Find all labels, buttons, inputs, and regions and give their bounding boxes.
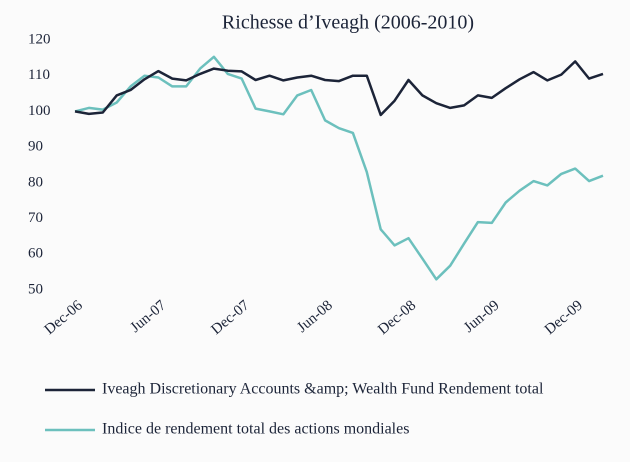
series-line — [74, 55, 604, 281]
x-tick-label: Jun-07 — [128, 297, 170, 336]
chart-title: Richesse d’Iveagh (2006-2010) — [222, 12, 474, 34]
y-tick-label: 120 — [28, 31, 51, 47]
series-line — [74, 60, 604, 117]
legend-label: Indice de rendement total des actions mo… — [102, 421, 409, 438]
y-tick-label: 50 — [28, 281, 43, 297]
y-tick-label: 110 — [28, 67, 50, 83]
y-tick-label: 100 — [28, 103, 51, 119]
y-tick-label: 90 — [28, 139, 43, 155]
y-tick-label: 80 — [28, 174, 43, 190]
x-tick-label: Jun-09 — [461, 297, 503, 336]
x-tick-label: Dec-09 — [542, 297, 586, 338]
y-tick-label: 60 — [28, 246, 43, 262]
x-tick-label: Dec-06 — [42, 297, 86, 338]
x-tick-label: Dec-08 — [375, 297, 419, 338]
x-tick-label: Dec-07 — [208, 297, 252, 338]
x-tick-label: Jun-08 — [294, 297, 336, 336]
legend-label: Iveagh Discretionary Accounts &amp; Weal… — [102, 381, 544, 398]
y-tick-label: 70 — [28, 210, 43, 226]
